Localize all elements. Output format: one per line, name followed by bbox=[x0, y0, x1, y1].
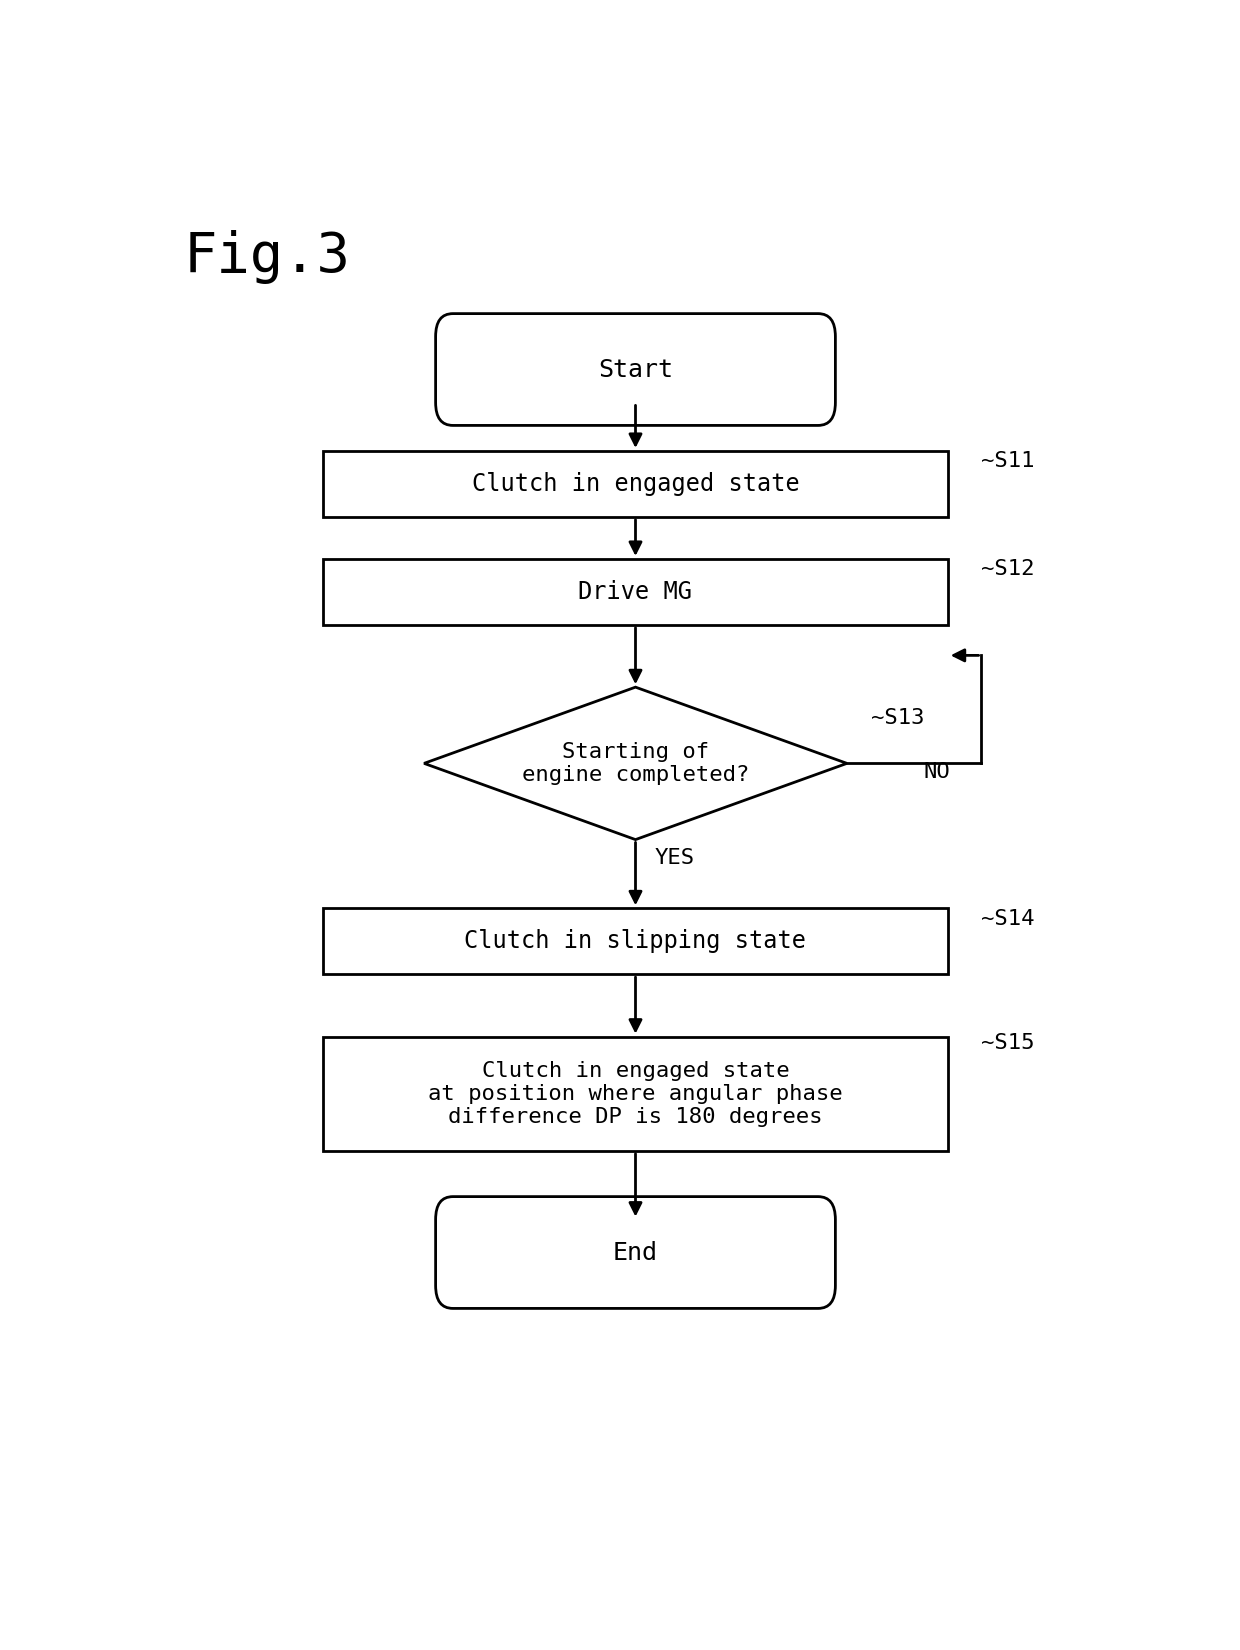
Text: Clutch in engaged state
at position where angular phase
difference DP is 180 deg: Clutch in engaged state at position wher… bbox=[428, 1061, 843, 1127]
Text: Start: Start bbox=[598, 358, 673, 381]
Bar bbox=[324, 450, 947, 516]
Text: Fig.3: Fig.3 bbox=[184, 229, 351, 284]
Bar bbox=[324, 559, 947, 625]
Text: NO: NO bbox=[924, 762, 951, 782]
Text: Starting of
engine completed?: Starting of engine completed? bbox=[522, 742, 749, 785]
Text: Drive MG: Drive MG bbox=[579, 579, 692, 604]
Text: Clutch in slipping state: Clutch in slipping state bbox=[465, 929, 806, 954]
Bar bbox=[324, 908, 947, 974]
FancyBboxPatch shape bbox=[435, 1196, 836, 1308]
Text: Clutch in engaged state: Clutch in engaged state bbox=[471, 472, 800, 497]
Polygon shape bbox=[424, 686, 847, 840]
Text: YES: YES bbox=[655, 848, 694, 868]
Text: ~S15: ~S15 bbox=[982, 1033, 1035, 1053]
Text: ~S11: ~S11 bbox=[982, 450, 1035, 472]
Bar bbox=[324, 1036, 947, 1152]
Text: End: End bbox=[613, 1241, 658, 1264]
Text: ~S13: ~S13 bbox=[870, 708, 925, 728]
Text: ~S12: ~S12 bbox=[982, 559, 1035, 579]
Text: ~S14: ~S14 bbox=[982, 909, 1035, 929]
FancyBboxPatch shape bbox=[435, 314, 836, 426]
